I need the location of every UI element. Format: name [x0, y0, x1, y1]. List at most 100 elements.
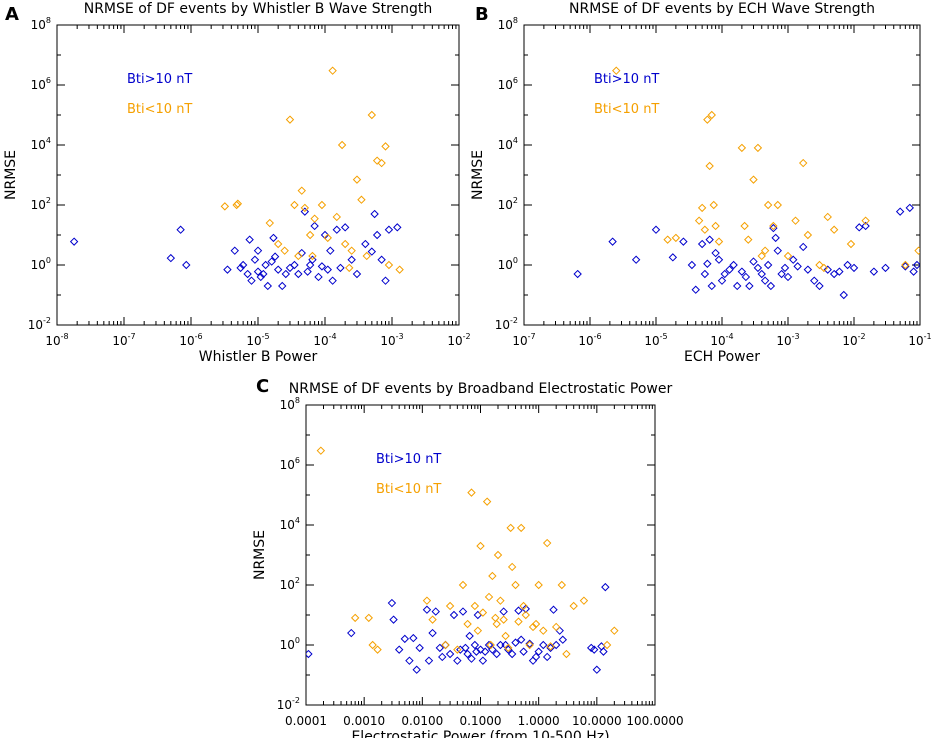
data-point-low [671, 233, 681, 243]
data-points [573, 66, 920, 300]
data-point-high [393, 223, 402, 232]
data-point-low [488, 571, 497, 581]
data-point-high [835, 267, 844, 276]
data-point-high [839, 290, 848, 300]
x-axis-label: Whistler B Power [199, 349, 318, 365]
data-point-high [589, 645, 599, 654]
data-point-high [259, 269, 268, 279]
data-point-high [780, 263, 790, 273]
data-point-high [521, 604, 530, 614]
panel-b: B NRMSE of DF events by ECH Wave Strength… [470, 1, 932, 365]
data-point-low [499, 615, 508, 624]
x-tick-label: 10-6 [578, 332, 601, 348]
data-point-low [368, 640, 377, 650]
data-point-high [236, 263, 245, 273]
data-point-low [357, 195, 366, 204]
data-point-low [819, 263, 829, 273]
data-points [69, 66, 404, 291]
data-point-high [789, 255, 798, 264]
data-point-high [267, 257, 276, 266]
y-tick-label: 100 [31, 256, 51, 272]
data-point-low [280, 246, 289, 255]
data-point-high [631, 255, 641, 264]
plot-frame [56, 24, 460, 326]
data-point-high [428, 628, 437, 638]
data-point-high [458, 607, 468, 616]
data-point-high [394, 645, 404, 654]
data-point-low [531, 619, 541, 629]
data-point-high [412, 665, 421, 674]
data-point-low [551, 622, 561, 632]
chart-title: NRMSE of DF events by Whistler B Wave St… [84, 1, 433, 17]
data-point-high [753, 263, 763, 273]
data-point-low [763, 200, 773, 210]
data-point-high [534, 647, 543, 656]
data-point-low [791, 216, 800, 225]
data-point-low [482, 497, 492, 506]
data-point-high [539, 640, 548, 650]
data-point-low [803, 230, 813, 240]
data-point-low [428, 615, 437, 624]
data-point-high [256, 272, 265, 282]
data-point-low [220, 202, 230, 211]
data-point-low [569, 601, 578, 611]
data-point-high [511, 638, 520, 647]
data-point-high [725, 265, 734, 274]
data-point-high [905, 203, 914, 213]
data-point-low [463, 619, 472, 629]
data-point-high [347, 628, 356, 638]
data-point-low [602, 640, 612, 650]
data-point-low [265, 218, 275, 228]
data-point-high [895, 207, 905, 216]
data-point-low [501, 631, 510, 641]
data-point-low [507, 562, 517, 572]
data-point-low [310, 214, 319, 223]
data-point-low [478, 608, 488, 617]
data-point-high [799, 242, 808, 252]
data-point-high [253, 246, 263, 255]
data-point-high [449, 610, 459, 620]
data-point-high [749, 257, 758, 266]
data-point-high [263, 281, 272, 291]
data-point-low [610, 626, 619, 635]
x-tick-label: 0.0001 [285, 714, 327, 728]
data-point-high [223, 265, 232, 274]
data-point-high [476, 645, 485, 654]
data-point-low [534, 580, 543, 590]
data-point-high [303, 267, 312, 276]
data-point-high [470, 640, 480, 650]
data-point-low [316, 446, 326, 455]
data-point-high [387, 598, 397, 608]
data-point-high [243, 269, 252, 279]
data-point-high [757, 269, 766, 279]
legend-entry: Bti>10 nT [376, 452, 441, 467]
data-point-high [422, 605, 432, 614]
data-point-high [703, 259, 712, 268]
data-point-high [528, 656, 538, 665]
data-point-high [717, 276, 727, 285]
data-point-low [663, 235, 672, 244]
data-point-high [405, 656, 414, 665]
data-point-high [480, 647, 490, 656]
data-point-high [389, 615, 398, 624]
y-tick-label: 100 [498, 256, 518, 272]
data-point-low [769, 221, 778, 231]
y-axis-label: NRMSE [252, 530, 268, 580]
y-tick-label: 108 [498, 16, 518, 32]
data-point-high [861, 221, 870, 231]
data-point-high [745, 281, 754, 291]
data-point-high [499, 607, 508, 616]
data-point-high [250, 255, 260, 264]
data-point-high [909, 267, 918, 276]
data-point-high [668, 253, 678, 262]
data-point-high [328, 276, 337, 285]
legend-entry: Bti<10 nT [594, 102, 659, 117]
data-point-high [247, 276, 256, 285]
data-point-high [472, 647, 481, 656]
data-point-high [711, 248, 720, 258]
data-point-high [729, 260, 738, 270]
data-point-low [506, 523, 515, 533]
data-point-low [352, 175, 362, 184]
panel-a: A NRMSE of DF events by Whistler B Wave S… [3, 1, 471, 365]
